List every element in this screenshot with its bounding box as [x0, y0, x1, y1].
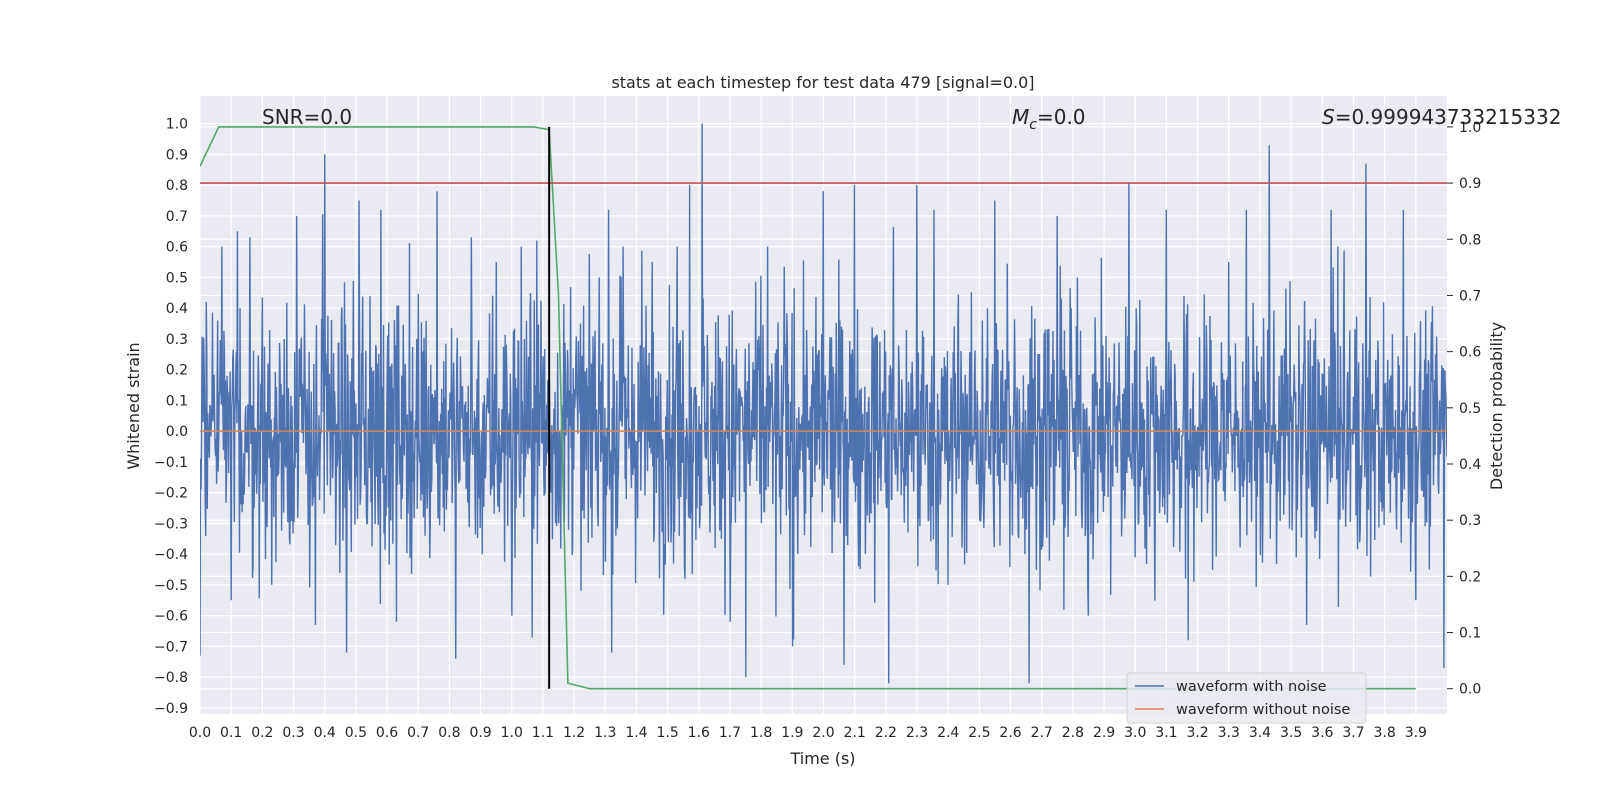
x-tick-label: 1.2	[563, 725, 585, 741]
x-tick-label: 2.5	[968, 725, 990, 741]
y-tick-label: 0.8	[166, 178, 188, 194]
legend-label-with-noise: waveform with noise	[1176, 679, 1327, 695]
x-tick-label: 3.0	[1124, 725, 1146, 741]
x-tick-label: 3.1	[1155, 725, 1177, 741]
x-tick-label: 0.6	[376, 725, 398, 741]
y-tick-label: −0.9	[154, 701, 188, 717]
y-tick-label: −0.6	[154, 609, 188, 625]
x-tick-label: 1.8	[750, 725, 772, 741]
y-tick-label: 1.0	[166, 117, 188, 133]
x-tick-label: 2.0	[812, 725, 834, 741]
x-tick-label: 1.1	[532, 725, 554, 741]
x-tick-label: 0.7	[407, 725, 429, 741]
x-tick-label: 3.7	[1342, 725, 1364, 741]
y-tick-label: −0.4	[154, 547, 188, 563]
x-axis-label: Time (s)	[789, 749, 855, 768]
series-waveform-with-noise	[200, 123, 1447, 684]
x-tick-label: 0.5	[345, 725, 367, 741]
y-tick-label: 0.9	[166, 147, 188, 163]
x-tick-label: 2.8	[1062, 725, 1084, 741]
x-tick-label: 0.8	[438, 725, 460, 741]
x-tick-label: 1.5	[656, 725, 678, 741]
s-symbol: S	[1322, 105, 1335, 129]
chirp-mass-value: =0.0	[1037, 105, 1086, 129]
y2-tick-label: 0.2	[1459, 569, 1481, 585]
x-tick-label: 0.2	[251, 725, 273, 741]
y-tick-label: −0.2	[154, 486, 188, 502]
x-tick-label: 0.9	[469, 725, 491, 741]
chirp-mass-symbol: M	[1012, 105, 1029, 129]
x-tick-label: 0.4	[314, 725, 336, 741]
x-tick-label: 0.0	[189, 725, 211, 741]
y-tick-label: 0.3	[166, 332, 188, 348]
y2-tick-label: 0.7	[1459, 288, 1481, 304]
x-tick-label: 0.3	[282, 725, 304, 741]
x-tick-label: 3.3	[1218, 725, 1240, 741]
x-tick-label: 3.8	[1374, 725, 1396, 741]
y2-tick-label: 0.4	[1459, 457, 1481, 473]
y-tick-label: 0.4	[166, 301, 188, 317]
x-tick-label: 2.6	[999, 725, 1021, 741]
y-tick-label: −0.3	[154, 516, 188, 532]
y-tick-label: −0.5	[154, 578, 188, 594]
y2-tick-label: 1.0	[1459, 120, 1481, 136]
s-annotation: S=0.999943733215332	[1322, 105, 1561, 129]
y2-axis-label: Detection probability	[1487, 322, 1506, 490]
y-axis-label: Whitened strain	[124, 342, 143, 469]
y-tick-label: −0.7	[154, 639, 188, 655]
chirp-mass-annotation: Mc=0.0	[1012, 105, 1086, 133]
x-tick-label: 0.1	[220, 725, 242, 741]
x-tick-label: 3.2	[1186, 725, 1208, 741]
y2-tick-label: 0.5	[1459, 401, 1481, 417]
chirp-mass-subscript: c	[1029, 117, 1037, 133]
y-tick-label: 0.2	[166, 363, 188, 379]
y-tick-label: 0.1	[166, 393, 188, 409]
x-tick-label: 1.0	[501, 725, 523, 741]
x-tick-label: 3.6	[1311, 725, 1333, 741]
axes: 0.0 0.1 0.2 0.3 0.4 0.5 0.6 0.7 0.8 0.9 1.0 1.1 1.2 1…	[154, 117, 1481, 741]
y2-tick-label: 0.6	[1459, 345, 1481, 361]
y-tick-label: 0.5	[166, 270, 188, 286]
x-tick-label: 1.4	[625, 725, 647, 741]
x-tick-label: 2.1	[844, 725, 866, 741]
legend-label-without-noise: waveform without noise	[1176, 702, 1350, 718]
y2-tick-label: 0.0	[1459, 682, 1481, 698]
s-value: =0.999943733215332	[1335, 105, 1562, 129]
y-tick-label: −0.1	[154, 455, 188, 471]
y-tick-label: 0.0	[166, 424, 188, 440]
y2-tick-label: 0.1	[1459, 626, 1481, 642]
x-tick-label: 3.4	[1249, 725, 1271, 741]
y2-tick-label: 0.8	[1459, 232, 1481, 248]
legend: waveform with noise waveform without noi…	[1126, 672, 1367, 724]
x-tick-label: 1.9	[781, 725, 803, 741]
x-tick-label: 1.3	[594, 725, 616, 741]
x-tick-label: 2.9	[1093, 725, 1115, 741]
y-tick-label: 0.6	[166, 240, 188, 256]
x-tick-label: 3.5	[1280, 725, 1302, 741]
y2-tick-label: 0.9	[1459, 176, 1481, 192]
x-tick-label: 3.9	[1405, 725, 1427, 741]
x-tick-label: 1.6	[688, 725, 710, 741]
y-tick-label: −0.8	[154, 670, 188, 686]
legend-box	[1126, 672, 1367, 724]
y2-tick-label: 0.3	[1459, 513, 1481, 529]
plot-series	[200, 123, 1447, 690]
x-tick-label: 2.7	[1031, 725, 1053, 741]
x-tick-label: 2.2	[875, 725, 897, 741]
snr-annotation: SNR=0.0	[262, 105, 352, 129]
x-tick-label: 1.7	[719, 725, 741, 741]
x-tick-label: 2.3	[906, 725, 928, 741]
y-tick-label: 0.7	[166, 209, 188, 225]
x-tick-label: 2.4	[937, 725, 959, 741]
chart-title: stats at each timestep for test data 479…	[611, 73, 1034, 92]
